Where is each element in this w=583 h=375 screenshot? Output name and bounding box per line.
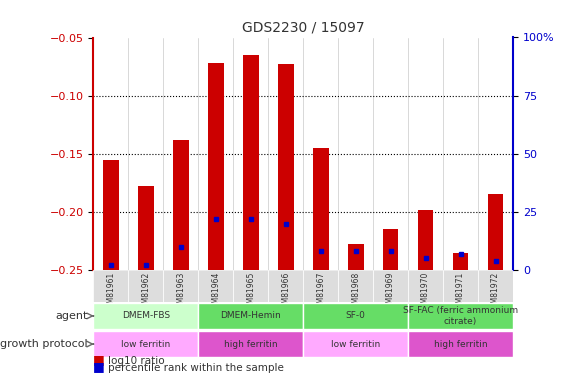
FancyBboxPatch shape	[93, 270, 128, 302]
Text: low ferritin: low ferritin	[331, 340, 380, 349]
Bar	[138, 186, 154, 270]
Text: ■: ■	[93, 353, 105, 366]
Text: SF-0: SF-0	[346, 311, 366, 320]
Bar	[208, 63, 224, 270]
Text: GSM81972: GSM81972	[491, 272, 500, 313]
Text: GSM81962: GSM81962	[141, 272, 150, 313]
FancyBboxPatch shape	[443, 270, 478, 302]
Bar	[103, 160, 119, 270]
FancyBboxPatch shape	[233, 270, 268, 302]
Text: GSM81967: GSM81967	[316, 272, 325, 313]
FancyBboxPatch shape	[198, 332, 303, 357]
FancyBboxPatch shape	[198, 270, 233, 302]
Text: SF-FAC (ferric ammonium
citrate): SF-FAC (ferric ammonium citrate)	[403, 306, 518, 326]
FancyBboxPatch shape	[303, 332, 408, 357]
FancyBboxPatch shape	[408, 332, 513, 357]
Text: DMEM-Hemin: DMEM-Hemin	[220, 311, 281, 320]
Text: low ferritin: low ferritin	[121, 340, 170, 349]
Text: high ferritin: high ferritin	[434, 340, 487, 349]
Text: DMEM-FBS: DMEM-FBS	[122, 311, 170, 320]
Text: GSM81966: GSM81966	[281, 272, 290, 313]
Bar	[382, 229, 398, 270]
FancyBboxPatch shape	[163, 270, 198, 302]
FancyBboxPatch shape	[128, 270, 163, 302]
Text: GSM81969: GSM81969	[386, 272, 395, 313]
Text: GSM81971: GSM81971	[456, 272, 465, 313]
FancyBboxPatch shape	[303, 270, 338, 302]
Text: log10 ratio: log10 ratio	[108, 356, 164, 366]
Bar	[243, 55, 258, 270]
Text: growth protocol: growth protocol	[0, 339, 87, 349]
Bar	[173, 140, 189, 270]
FancyBboxPatch shape	[93, 303, 198, 328]
FancyBboxPatch shape	[338, 270, 373, 302]
Text: high ferritin: high ferritin	[224, 340, 278, 349]
Text: GSM81963: GSM81963	[176, 272, 185, 313]
Bar	[417, 210, 433, 270]
Text: GSM81964: GSM81964	[211, 272, 220, 313]
FancyBboxPatch shape	[93, 332, 198, 357]
Title: GDS2230 / 15097: GDS2230 / 15097	[242, 21, 364, 35]
Bar	[312, 148, 328, 270]
FancyBboxPatch shape	[268, 270, 303, 302]
FancyBboxPatch shape	[408, 303, 513, 328]
FancyBboxPatch shape	[303, 303, 408, 328]
Text: GSM81965: GSM81965	[246, 272, 255, 313]
Text: GSM81970: GSM81970	[421, 272, 430, 313]
Bar	[347, 244, 364, 270]
FancyBboxPatch shape	[198, 303, 303, 328]
Text: GSM81968: GSM81968	[351, 272, 360, 313]
Text: agent: agent	[55, 311, 87, 321]
Bar	[278, 64, 293, 270]
FancyBboxPatch shape	[408, 270, 443, 302]
FancyBboxPatch shape	[373, 270, 408, 302]
Text: percentile rank within the sample: percentile rank within the sample	[108, 363, 284, 373]
Text: GSM81961: GSM81961	[106, 272, 115, 313]
Bar	[487, 194, 503, 270]
Bar	[452, 253, 468, 270]
FancyBboxPatch shape	[478, 270, 513, 302]
Text: ■: ■	[93, 360, 105, 373]
